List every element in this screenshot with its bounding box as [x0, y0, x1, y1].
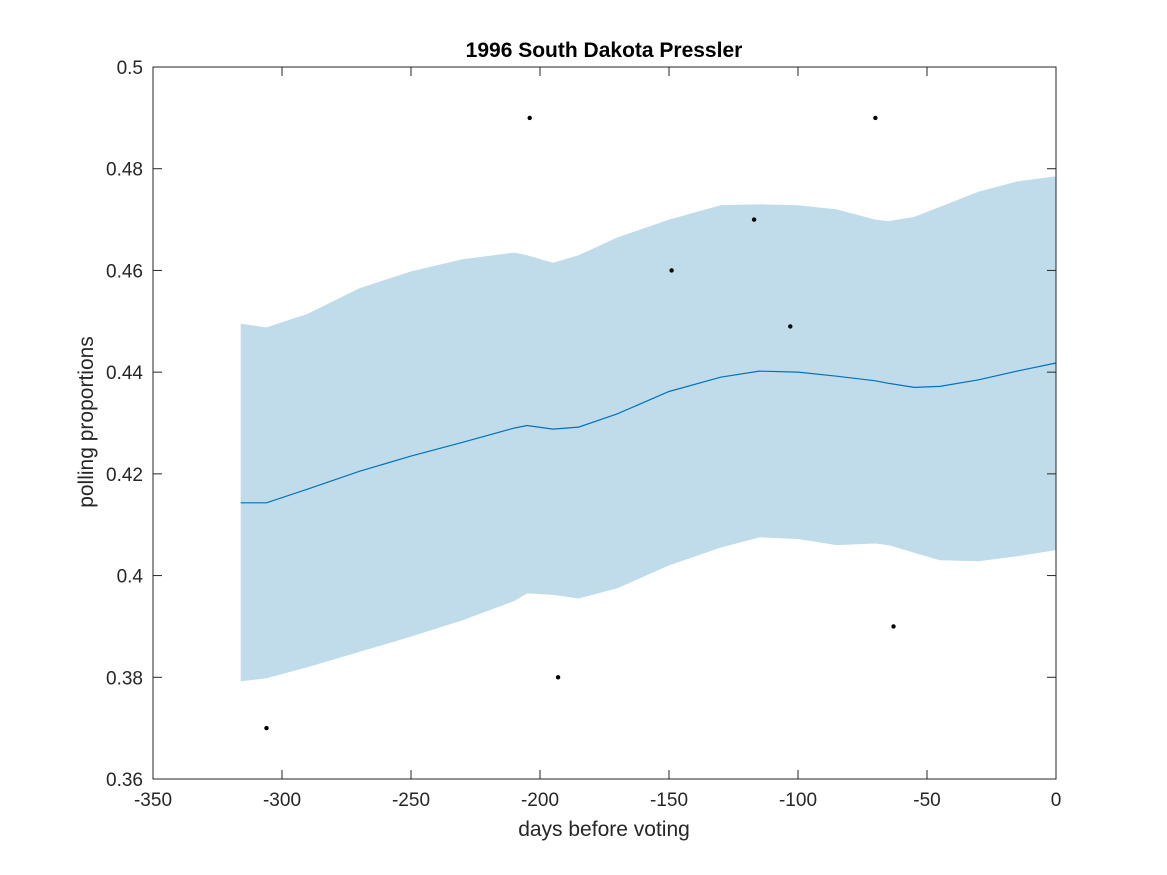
y-axis-label: polling proportions — [75, 336, 98, 508]
data-point — [527, 115, 532, 121]
axes-box — [152, 66, 1057, 780]
data-point — [555, 675, 561, 680]
confidence-band — [240, 176, 1056, 682]
series-line-0 — [240, 362, 1057, 504]
axes: -350 -300 -250 -200 -150 -100 -50 0 0.36 0.38 0.4 0… — [106, 58, 1061, 811]
y-tick-label: 0.38 — [106, 668, 143, 689]
x-tick-label: -300 — [263, 790, 301, 811]
data-point — [788, 324, 793, 329]
y-tick-label: 0.46 — [106, 261, 143, 282]
data-point — [751, 217, 757, 222]
data-point — [669, 268, 674, 273]
data-point — [264, 725, 269, 731]
y-tick-label: 0.48 — [106, 160, 143, 181]
x-tick-label: -200 — [521, 790, 559, 811]
x-tick-label: -150 — [650, 790, 688, 811]
data-point — [891, 624, 896, 629]
x-tick-label: -350 — [134, 790, 172, 811]
y-tick-label: 0.4 — [117, 567, 144, 588]
x-axis-label: days before voting — [518, 818, 690, 841]
x-tick-label: 0 — [1051, 790, 1062, 811]
chart-title: 1996 South Dakota Pressler — [466, 39, 743, 62]
y-tick-label: 0.42 — [106, 465, 143, 486]
x-tick-label: -250 — [392, 790, 430, 811]
y-tick-label: 0.44 — [106, 363, 143, 384]
y-tick-label: 0.5 — [117, 58, 143, 79]
x-tick-label: -50 — [913, 790, 940, 811]
data-point — [873, 115, 878, 121]
plot-area — [240, 115, 1057, 731]
y-tick-label: 0.36 — [106, 770, 143, 791]
x-tick-label: -100 — [779, 790, 817, 811]
